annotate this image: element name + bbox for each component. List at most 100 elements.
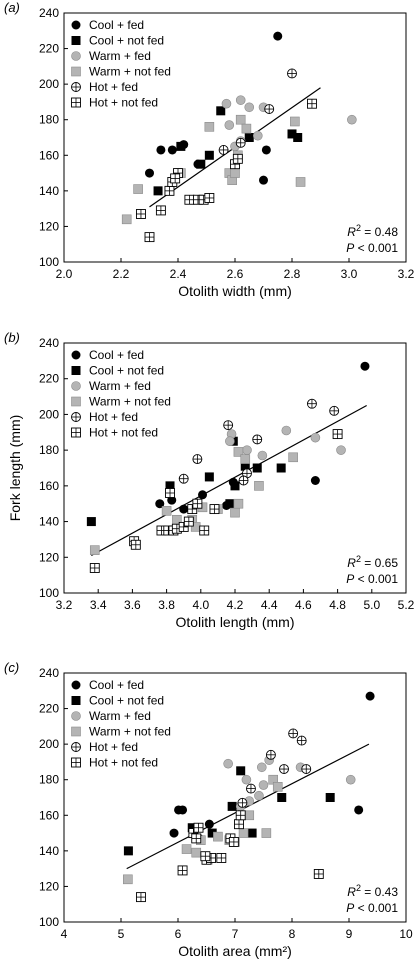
panel-a-point-warm_fed-shape: [347, 114, 357, 125]
panel-a-x-tick-label: 2.0: [56, 267, 73, 281]
panel-c-point-hot_fed: [246, 783, 256, 794]
panel-b-point-warm_not_fed-shape: [288, 452, 298, 463]
panel-c-y-tick-label: 120: [39, 879, 59, 893]
panel-b-legend-marker-cool_fed: [71, 350, 81, 360]
panel-b-point-hot_not_fed: [130, 539, 141, 550]
panel-b-point-hot_not_fed: [199, 525, 210, 536]
panel-b-point-cool_fed: [198, 490, 208, 500]
panel-a-legend-marker-cool_fed-shape: [71, 20, 81, 30]
panel-c-point-cool_fed-shape: [354, 805, 364, 815]
panel-b-point-cool_not_fed: [86, 517, 96, 527]
panel-a-point-cool_fed: [259, 175, 268, 185]
panel-c-point-warm_fed: [254, 790, 264, 801]
panel-c-p-value: P < 0.001: [346, 901, 398, 915]
panel-c-point-warm_not_fed: [272, 782, 283, 792]
panel-b-label: (b): [4, 330, 20, 345]
panel-c-point-warm_fed-shape: [241, 774, 252, 785]
panel-b-y-tick-label: 180: [39, 443, 59, 457]
panel-a-point-cool_fed: [167, 145, 177, 155]
panel-c-x-tick-label: 10: [399, 927, 413, 941]
panel-a-point-cool_not_fed: [204, 150, 214, 160]
panel-b-y-tick-label: 160: [39, 479, 59, 493]
panel-a-y-tick-label: 220: [39, 42, 59, 56]
panel-a-points: [121, 31, 357, 243]
panel-c-point-cool_not_fed-shape: [123, 846, 133, 856]
panel-b-point-warm_not_fed-shape: [233, 498, 244, 509]
panel-c-legend-marker-warm_not_fed-shape: [71, 726, 81, 737]
panel-a: (a) 2.0 2.2 2.4 2.6 2.8 3.0 3.2 100 120 140 160 180 2…: [4, 0, 415, 299]
panel-a-point-cool_fed-shape: [167, 145, 177, 155]
panel-b-point-warm_not_fed: [254, 481, 264, 491]
panel-a-point-cool_fed-shape: [145, 168, 154, 178]
panel-c-point-warm_not_fed-shape: [238, 828, 249, 838]
panel-a-y-tick-label: 120: [39, 219, 59, 233]
panel-b-point-cool_not_fed-shape: [204, 472, 214, 482]
panel-b-point-hot_not_fed: [187, 504, 198, 515]
panel-a-point-warm_not_fed-shape: [204, 122, 215, 132]
panel-c-point-warm_not_fed: [261, 828, 272, 838]
panel-c-point-cool_not_fed-shape: [236, 766, 246, 776]
panel-c-point-warm_not_fed: [191, 847, 202, 858]
panel-a-point-hot_not_fed: [135, 209, 146, 219]
panel-a-point-warm_not_fed: [204, 122, 215, 132]
panel-c-point-warm_not_fed-shape: [181, 844, 192, 854]
panel-b-x-tick-label: 4.0: [192, 598, 209, 612]
panel-c-point-warm_fed: [258, 780, 269, 790]
panel-b-point-warm_not_fed-shape: [230, 507, 240, 518]
panel-b-point-warm_fed-shape: [281, 425, 292, 436]
panel-a-point-warm_fed-shape: [244, 102, 255, 113]
panel-c-y-tick-label: 200: [39, 737, 59, 751]
panel-b-legend-label-warm_not_fed: Warm + not fed: [89, 395, 171, 409]
panel-a-legend-marker-hot_fed: [71, 82, 81, 92]
panel-b-point-cool_fed: [179, 504, 189, 514]
panel-c-series-hot_fed: [237, 728, 312, 808]
panel-a-point-cool_fed: [273, 31, 283, 41]
panel-b-legend-label-hot_fed: Hot + fed: [89, 410, 138, 424]
panel-b-series-hot_fed: [178, 398, 340, 486]
panel-a-point-cool_not_fed-shape: [287, 129, 297, 139]
panel-c-point-warm_fed: [241, 774, 252, 785]
panel-c-point-cool_fed: [365, 691, 375, 701]
panel-c-legend-marker-hot_fed: [71, 742, 81, 752]
panel-a-x-tick-label: 2.4: [170, 267, 187, 281]
panel-b-point-hot_fed: [329, 405, 340, 416]
panel-a-point-cool_fed-shape: [156, 145, 166, 155]
panel-a-point-warm_fed: [224, 120, 235, 130]
panel-c-series-hot_not_fed: [135, 810, 324, 903]
panel-c-point-warm_not_fed-shape: [191, 847, 202, 858]
panel-b-point-hot_fed: [223, 420, 234, 431]
panel-b-x-tick-label: 5.0: [363, 598, 380, 612]
panel-b-point-cool_not_fed: [276, 463, 286, 473]
panel-b-point-warm_not_fed-shape: [89, 545, 100, 555]
panel-a-point-cool_not_fed-shape: [204, 150, 214, 160]
panel-a-point-hot_fed: [287, 68, 297, 79]
panel-c-point-warm_fed: [345, 774, 356, 785]
panel-b-y-title: Fork length (mm): [7, 415, 23, 522]
panel-c-point-hot_not_fed: [200, 851, 211, 862]
panel-c-y-tick-label: 160: [39, 808, 59, 822]
panel-a-point-warm_not_fed: [241, 123, 252, 134]
panel-b-legend-marker-hot_not_fed: [71, 427, 81, 438]
panel-a-legend-marker-cool_not_fed-shape: [71, 36, 81, 45]
panel-b-legend-label-warm_fed: Warm + fed: [89, 379, 151, 393]
panel-c-point-cool_not_fed: [325, 793, 335, 802]
panel-a-point-cool_not_fed: [153, 186, 163, 196]
panel-b-point-cool_not_fed: [252, 463, 262, 473]
panel-a-point-hot_not_fed: [307, 98, 317, 109]
panel-c-point-hot_fed: [296, 735, 307, 746]
panel-c-point-cool_not_fed: [236, 766, 246, 776]
panel-c-point-warm_not_fed-shape: [123, 874, 133, 885]
panel-b-x-tick-label: 4.2: [227, 598, 244, 612]
panel-c-y-tick-label: 100: [39, 915, 59, 929]
panel-c-x-tick-label: 4: [61, 927, 68, 941]
panel-a-x-tick-label: 3.2: [398, 267, 415, 281]
panel-b-point-cool_not_fed-shape: [165, 481, 175, 491]
panel-a-point-hot_not_fed: [155, 205, 166, 216]
panel-a-r-squared: R2 = 0.48: [347, 223, 398, 239]
panel-c-legend-marker-hot_not_fed: [71, 757, 81, 768]
panel-c-y-tick-label: 180: [39, 773, 59, 787]
panel-b-point-hot_not_fed: [89, 563, 100, 573]
panel-c-y-tick-label: 240: [39, 666, 59, 680]
